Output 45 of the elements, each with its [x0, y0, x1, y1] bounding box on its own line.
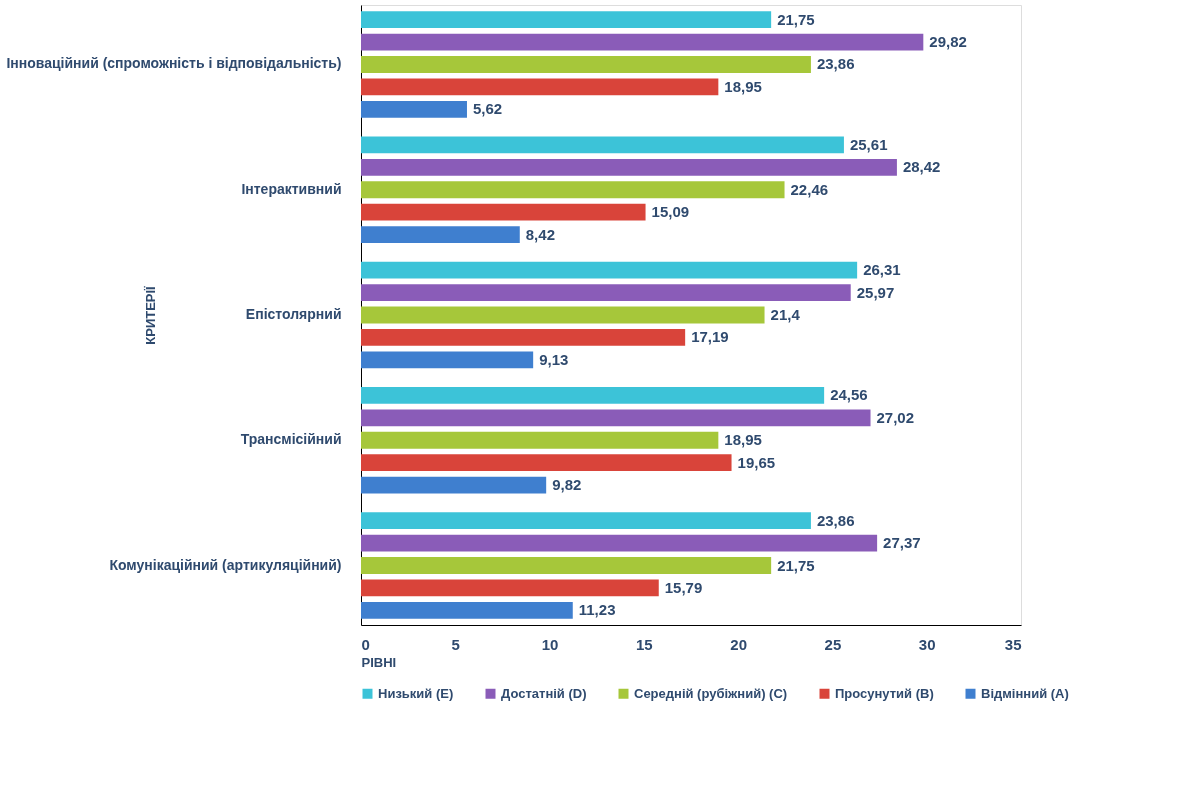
data-label: 19,65 [737, 453, 776, 471]
data-label: 26,31 [863, 261, 901, 279]
y-axis-title: КРИТЕРІЇ [142, 285, 158, 345]
x-tick-label: 25 [824, 635, 842, 653]
x-tick-label: 35 [1004, 635, 1022, 653]
data-label: 5,62 [472, 100, 503, 118]
data-label: 22,46 [790, 180, 829, 198]
data-label: 27,37 [883, 534, 921, 552]
data-label: 8,42 [525, 225, 555, 243]
legend-label: Просунутий (B) [835, 685, 934, 701]
x-tick-label: 30 [918, 635, 936, 653]
data-label: 25,97 [856, 283, 895, 301]
data-label: 21,4 [770, 306, 801, 323]
data-label: 15,79 [664, 578, 703, 596]
data-label: 15,09 [651, 203, 690, 221]
y-tick-label: Інтерактивний [241, 180, 342, 197]
data-label: 18,95 [724, 77, 762, 95]
data-label: 9,82 [552, 476, 582, 494]
data-label: 21,75 [777, 10, 815, 28]
y-tick-label: Трансмісійний [240, 431, 342, 448]
x-tick-label: 10 [541, 635, 559, 653]
legend-label: Відмінний (A) [981, 685, 1069, 701]
legend-label: Середній (рубіжний) (C) [634, 685, 788, 701]
legend-label: Достатній (D) [501, 685, 587, 701]
data-label: 11,23 [578, 601, 616, 619]
data-label: 28,42 [902, 158, 941, 176]
data-label: 21,75 [777, 556, 815, 574]
data-label: 17,19 [691, 328, 729, 346]
data-label: 23,86 [816, 55, 855, 73]
data-label: 29,82 [929, 33, 967, 51]
data-label: 18,95 [724, 431, 762, 449]
y-tick-label: Епістолярний [245, 306, 342, 322]
data-label: 27,02 [876, 408, 915, 426]
y-tick-label: Комунікаційний (артикуляційний) [109, 556, 342, 573]
data-label: 24,56 [830, 386, 868, 404]
x-tick-label: 20 [730, 635, 747, 653]
data-label: 25,61 [849, 135, 888, 153]
x-tick-label: 15 [636, 635, 653, 653]
x-tick-label: 5 [451, 635, 460, 653]
x-tick-label: 0 [361, 635, 370, 653]
legend-label: Низький (E) [378, 685, 454, 701]
y-tick-label: Інноваційний (спроможність і відповідальність) [6, 55, 342, 72]
data-label: 23,86 [816, 511, 855, 529]
data-label: 9,13 [539, 350, 569, 368]
x-axis-title: РІВНІ [361, 654, 397, 670]
